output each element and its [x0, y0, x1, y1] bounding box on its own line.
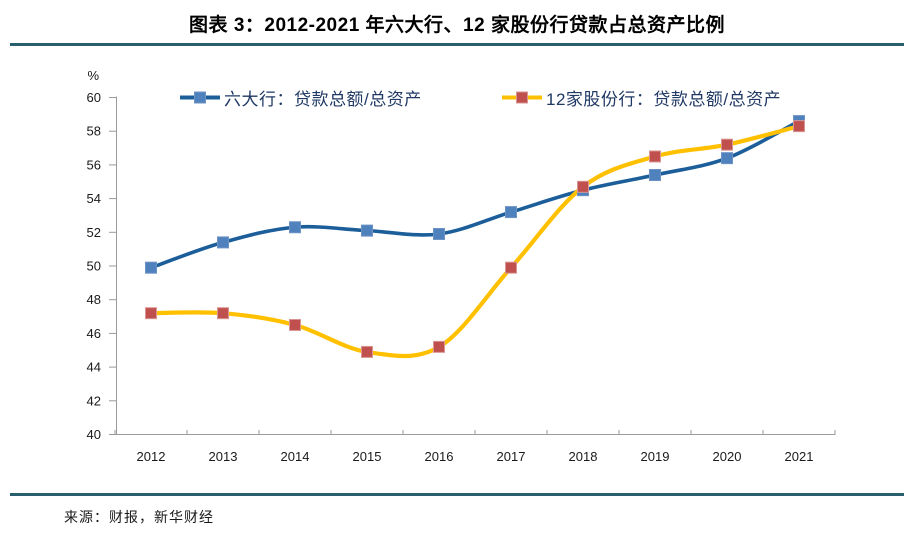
legend-label-joint-stock-banks: 12家股份行：贷款总额/总资产: [546, 90, 782, 109]
legend-label-six-major-banks: 六大行：贷款总额/总资产: [224, 90, 422, 109]
x-tick-label: 2016: [425, 449, 454, 464]
bottom-divider: [10, 493, 904, 496]
y-tick-label: 50: [87, 259, 101, 274]
top-divider: [10, 43, 904, 46]
x-tick-label: 2017: [497, 449, 526, 464]
x-tick-label: 2021: [785, 449, 814, 464]
x-tick-label: 2012: [137, 449, 166, 464]
legend-item-joint-stock-banks: 12家股份行：贷款总额/总资产: [502, 85, 781, 110]
y-tick-label: 54: [87, 191, 101, 206]
y-tick-label: 48: [87, 292, 101, 307]
y-tick-label: 52: [87, 225, 101, 240]
y-tick-label: 58: [87, 124, 101, 139]
x-tick-label: 2014: [281, 449, 310, 464]
x-tick-label: 2020: [713, 449, 742, 464]
y-axis-unit-label: %: [87, 68, 99, 83]
y-tick-label: 46: [87, 326, 101, 341]
x-tick-label: 2018: [569, 449, 598, 464]
x-tick-label: 2019: [641, 449, 670, 464]
axes: 40 42 44 46 48 50 52 54 56 58 60 2012 2013 2014 2015 20…: [87, 68, 836, 464]
x-tick-label: 2015: [353, 449, 382, 464]
y-tick-label: 60: [87, 90, 101, 105]
source-note: 来源：财报，新华财经: [64, 509, 214, 525]
y-tick-label: 56: [87, 157, 101, 172]
series-markers-0: [145, 115, 805, 274]
y-tick-label: 44: [87, 360, 101, 375]
x-tick-label: 2013: [209, 449, 238, 464]
legend-item-six-major-banks: 六大行：贷款总额/总资产: [180, 85, 422, 110]
series-line-1: [148, 124, 802, 359]
y-tick-label: 40: [87, 427, 101, 442]
yellow-line-marker-icon: [502, 91, 542, 104]
series-markers-1: [145, 120, 805, 358]
series-line-0: [149, 119, 801, 270]
chart-title: 图表 3：2012-2021 年六大行、12 家股份行贷款占总资产比例: [189, 15, 725, 36]
y-tick-label: 42: [87, 393, 101, 408]
blue-line-marker-icon: [180, 91, 220, 104]
